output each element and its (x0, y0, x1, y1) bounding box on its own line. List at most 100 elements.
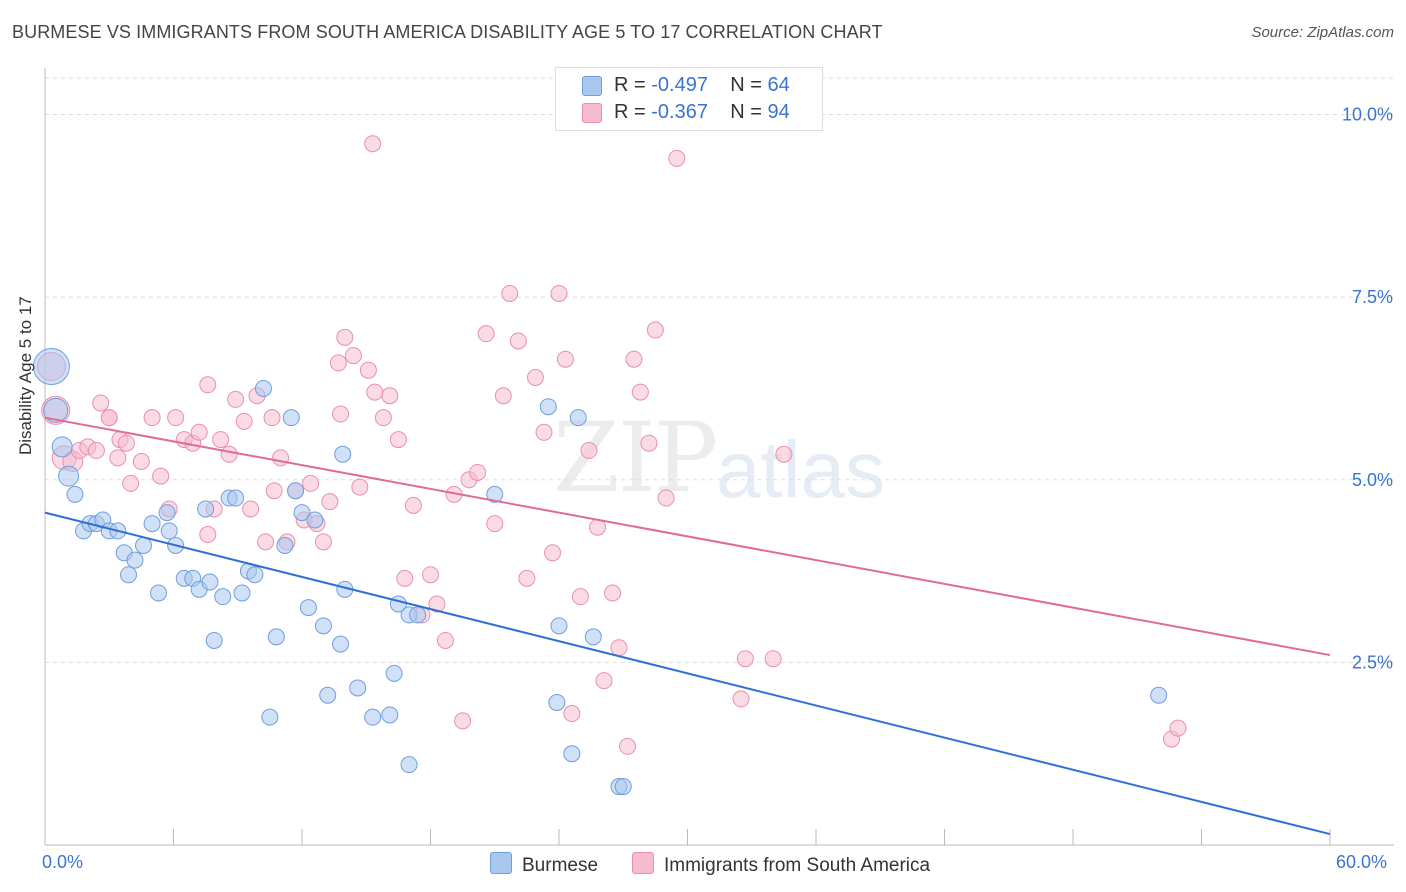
burmese-point (246, 566, 264, 584)
burmese-point (143, 515, 161, 533)
burmese-point (197, 500, 215, 518)
burmese-point (349, 679, 367, 697)
south-america-point (619, 737, 637, 755)
burmese-point (261, 708, 279, 726)
burmese-point (32, 348, 70, 386)
n-label: N = (730, 74, 768, 96)
south-america-point (571, 588, 589, 606)
south-america-point (610, 639, 628, 657)
south-america-point (132, 453, 150, 470)
burmese-point (276, 537, 294, 555)
watermark-atlas: atlas (716, 425, 885, 514)
south-america-point (668, 149, 686, 167)
south-america-trend-line (44, 416, 1331, 657)
legend-label-burmese: Burmese (522, 855, 599, 876)
burmese-point (43, 397, 69, 423)
south-america-point (100, 409, 118, 427)
burmese-point (306, 511, 324, 529)
legend-item-south-america[interactable]: Immigrants from South America (632, 852, 930, 877)
burmese-point (287, 482, 305, 500)
burmese-point (293, 504, 311, 522)
burmese-point (1150, 686, 1168, 704)
south-america-point (595, 672, 613, 690)
burmese-point (254, 379, 272, 397)
south-america-point (87, 442, 105, 460)
burmese-point (201, 573, 219, 591)
south-america-point (657, 489, 675, 507)
south-america-point (263, 409, 281, 427)
burmese-point (381, 706, 399, 724)
south-america-point (374, 409, 392, 427)
south-america-point (381, 387, 399, 405)
chart-title: BURMESE VS IMMIGRANTS FROM SOUTH AMERICA… (12, 22, 883, 42)
stats-legend: R = -0.497 N = 64 R = -0.367 N = 94 (555, 67, 823, 131)
burmese-point (548, 694, 566, 712)
south-america-point (775, 445, 793, 463)
south-america-point (486, 515, 504, 533)
south-america-point (646, 321, 664, 339)
burmese-point (539, 398, 557, 416)
south-america-point (257, 533, 275, 551)
burmese-point (550, 617, 568, 635)
n-value-burmese: 64 (767, 74, 790, 96)
south-america-point (190, 423, 208, 441)
south-america-point (526, 368, 544, 386)
south-america-point (227, 390, 245, 408)
south-america-point (501, 284, 519, 302)
burmese-point (282, 409, 300, 427)
burmese-trend-line (44, 511, 1331, 836)
south-america-point (640, 434, 658, 452)
burmese-point (150, 584, 168, 602)
south-america-point (122, 474, 140, 492)
south-america-point (631, 383, 649, 401)
burmese-point (563, 745, 581, 763)
south-america-point (428, 595, 446, 613)
south-america-point (556, 350, 574, 368)
south-america-point (550, 284, 568, 302)
south-america-point (1169, 719, 1187, 737)
south-america-point (404, 496, 422, 514)
r-label: R = (614, 101, 652, 123)
south-america-legend-swatch (632, 852, 654, 874)
burmese-point (120, 566, 138, 584)
south-america-point (469, 463, 487, 481)
n-label: N = (730, 101, 768, 123)
burmese-point (233, 584, 251, 602)
south-america-point (336, 328, 354, 346)
south-america-point (364, 135, 382, 153)
south-america-point (389, 431, 407, 449)
y-tick-labels: 2.5% 5.0% 7.5% 10.0% (1342, 105, 1393, 673)
south-america-point (736, 650, 754, 668)
x-tick-max: 60.0% (1336, 852, 1388, 872)
south-america-point (199, 526, 217, 544)
south-america-point (344, 347, 362, 365)
axes (44, 68, 1394, 846)
r-value-burmese: -0.497 (651, 74, 708, 96)
burmese-point (126, 551, 144, 569)
burmese-point (205, 631, 223, 649)
south-america-point (143, 409, 161, 427)
burmese-swatch (582, 76, 602, 96)
south-america-point (314, 533, 332, 551)
south-america-point (366, 383, 384, 401)
south-america-point (580, 442, 598, 460)
south-america-point (199, 376, 217, 394)
south-america-point (212, 431, 230, 449)
burmese-point (584, 628, 602, 646)
y-tick-label: 7.5% (1352, 287, 1393, 307)
y-tick-label: 2.5% (1352, 652, 1393, 672)
burmese-point (486, 485, 504, 503)
burmese-point (58, 465, 80, 487)
south-america-point (436, 631, 454, 649)
burmese-point (409, 606, 427, 624)
burmese-point (227, 489, 245, 507)
south-america-point (563, 705, 581, 723)
y-tick-label: 5.0% (1352, 470, 1393, 490)
burmese-legend-swatch (490, 852, 512, 874)
south-america-swatch (582, 103, 602, 123)
legend-item-burmese[interactable]: Burmese (490, 852, 598, 877)
burmese-point (158, 504, 176, 522)
south-america-point (351, 478, 369, 496)
burmese-point (214, 588, 232, 606)
